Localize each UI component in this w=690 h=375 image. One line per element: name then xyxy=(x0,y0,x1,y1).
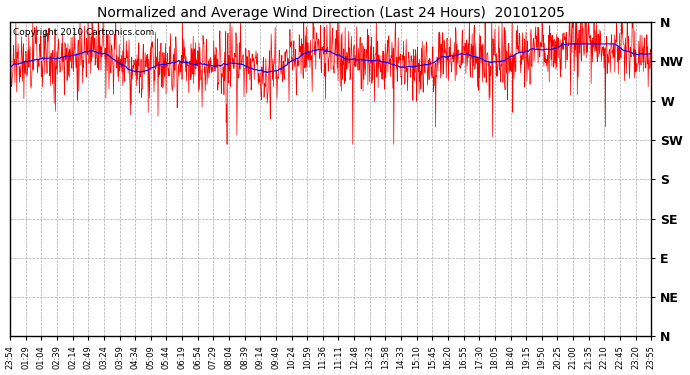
Text: Copyright 2010 Cartronics.com: Copyright 2010 Cartronics.com xyxy=(13,28,155,38)
Title: Normalized and Average Wind Direction (Last 24 Hours)  20101205: Normalized and Average Wind Direction (L… xyxy=(97,6,564,20)
